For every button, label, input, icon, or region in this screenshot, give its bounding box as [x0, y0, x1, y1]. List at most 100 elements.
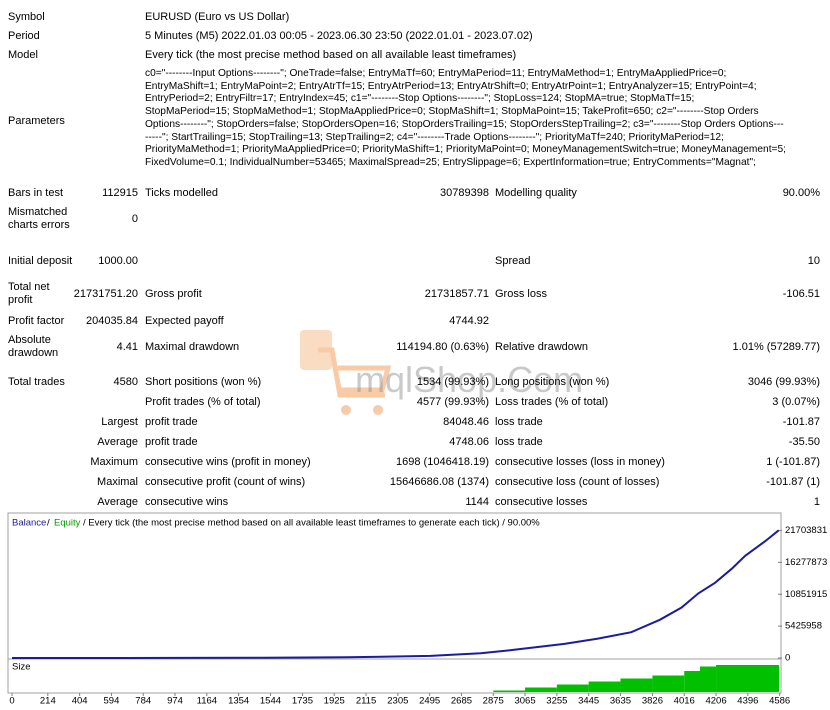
stat-row: Initial deposit 1000.00 Spread 10 [0, 247, 830, 275]
stat-label: Profit factor [8, 314, 65, 327]
x-tick-label: 3445 [578, 696, 599, 707]
size-bar [493, 690, 526, 692]
stat-value2: 1144 [465, 495, 489, 508]
x-tick-label: 4016 [674, 696, 695, 707]
parameters-text: c0="--------Input Options--------"; OneT… [145, 68, 786, 170]
x-tick-label: 1544 [260, 696, 281, 707]
y-tick-label: 16277873 [785, 557, 827, 568]
stat-label3: consecutive loss (count of losses) [495, 475, 660, 488]
stat-value2: 84048.46 [443, 415, 489, 428]
stat-label3: Modelling quality [495, 186, 577, 199]
legend-balance: Balance [12, 518, 46, 529]
parameter-line: Options--------"; StopOrders=false; Stop… [145, 118, 784, 130]
size-bar [525, 687, 557, 692]
stat-value: 21731751.20 [73, 287, 138, 300]
stat-label: Total net profit [8, 281, 50, 306]
stat-row: Maximum consecutive wins (profit in money… [0, 453, 830, 471]
stat-label2: Short positions (won %) [145, 375, 262, 388]
stat-value: 0 [131, 212, 138, 225]
stat-value3: 1 [813, 495, 820, 508]
stat-row: Mismatched charts errors 0 [0, 205, 830, 233]
balance-line [12, 529, 780, 659]
x-tick-label: 404 [72, 696, 88, 707]
stat-label: Total trades [8, 375, 65, 388]
stat-value2: 4744.92 [449, 314, 489, 327]
chart-frame [7, 512, 782, 694]
x-tick-label: 214 [40, 696, 56, 707]
x-tick-label: 3065 [514, 696, 535, 707]
stat-value2: 1698 (1046418.19) [396, 455, 489, 468]
size-bar [684, 671, 700, 692]
stat-label3: loss trade [495, 435, 543, 448]
stat-value2: 30789398 [440, 186, 489, 199]
stat-label2: Ticks modelled [145, 186, 218, 199]
x-tick-label: 594 [104, 696, 120, 707]
stat-label2: Expected payoff [145, 314, 224, 327]
row-label: Parameters [8, 114, 65, 127]
balance-chart: Balance / Equity / Every tick (the most … [7, 512, 827, 707]
parameter-line: StopMaPeriod=15; StopMaMethod=1; StopMaA… [145, 106, 759, 118]
parameter-line: EntryPeriod=2; EntryFiltr=17; EntryIndex… [145, 93, 695, 105]
stat-value3: -106.51 [782, 287, 820, 300]
x-tick-label: 2875 [483, 696, 504, 707]
parameter-line: -----"; StartTrailing=15; StopTrailing=1… [145, 131, 724, 143]
row-label: Period [8, 29, 40, 42]
stat-value2: 114194.80 (0.63%) [396, 340, 489, 353]
y-tick-label: 0 [785, 653, 790, 664]
header-row: Model Every tick (the most precise method… [0, 46, 830, 64]
x-tick-label: 3255 [546, 696, 567, 707]
y-tick-label: 21703831 [785, 525, 827, 536]
stat-label: Mismatched charts errors [8, 206, 70, 231]
stat-value: Average [97, 435, 138, 448]
stat-row: Average profit trade 4748.06 loss trade -35.… [0, 433, 830, 451]
stat-row: Average consecutive wins 1144 consecutive l… [0, 493, 830, 511]
stat-value: 1000.00 [98, 254, 138, 267]
x-tick-label: 784 [135, 696, 151, 707]
stat-row: Profit trades (% of total) 4577 (99.93%) L… [0, 393, 830, 411]
stat-value: 4580 [113, 375, 138, 388]
row-value: Every tick (the most precise method base… [145, 48, 517, 61]
stat-row: Maximal consecutive profit (count of wins… [0, 473, 830, 491]
stat-label3: consecutive losses (loss in money) [495, 455, 665, 468]
stat-value: 112915 [102, 186, 138, 199]
header-row: Period 5 Minutes (M5) 2022.01.03 00:05 - … [0, 27, 830, 45]
x-tick-label: 4206 [705, 696, 726, 707]
stat-value2: 21731857.71 [424, 287, 489, 300]
x-tick-label: 1925 [324, 696, 345, 707]
size-bar [699, 666, 717, 692]
stat-value3: 1.01% (57289.77) [732, 340, 820, 353]
stat-value2: 1534 (99.93%) [416, 375, 489, 388]
stat-value: Average [97, 495, 138, 508]
x-tick-label: 2115 [356, 696, 376, 707]
stat-value3: 90.00% [782, 186, 820, 199]
stat-label3: consecutive losses [495, 495, 588, 508]
stat-label3: Long positions (won %) [495, 375, 610, 388]
parameter-line: PriorityMaMethod=1; PriorityMaAppliedPri… [145, 144, 786, 156]
stat-label: Bars in test [8, 186, 64, 199]
row-value: EURUSD (Euro vs US Dollar) [145, 10, 290, 23]
x-tick-label: 0 [9, 696, 14, 707]
stat-value: Maximum [90, 455, 138, 468]
stat-label2: profit trade [145, 435, 198, 448]
y-tick-label: 10851915 [785, 589, 827, 600]
stat-value3: 1 (-101.87) [766, 455, 820, 468]
stat-value2: 15646686.08 (1374) [389, 475, 489, 488]
size-bar [620, 678, 653, 692]
size-label: Size [12, 662, 30, 673]
x-tick-label: 3826 [642, 696, 663, 707]
x-tick-label: 1164 [197, 696, 217, 707]
row-label: Symbol [8, 10, 45, 23]
parameter-line: EntryMaShift=1; EntryMaPoint=2; EntryAtr… [145, 80, 757, 92]
stat-label3: Loss trades (% of total) [495, 395, 609, 408]
x-tick-label: 1735 [292, 696, 313, 707]
legend-caption: / Every tick (the most precise method ba… [83, 518, 540, 529]
y-tick-label: 5425958 [785, 621, 822, 632]
x-tick-label: 1354 [228, 696, 249, 707]
stat-row: Largest profit trade 84048.46 loss trade -10… [0, 413, 830, 431]
size-bar [652, 675, 685, 692]
x-tick-label: 4586 [769, 696, 790, 707]
stat-label2: Gross profit [145, 287, 202, 300]
stat-value3: -101.87 [782, 415, 820, 428]
stat-row: Profit factor 204035.84 Expected payoff 474… [0, 312, 830, 330]
